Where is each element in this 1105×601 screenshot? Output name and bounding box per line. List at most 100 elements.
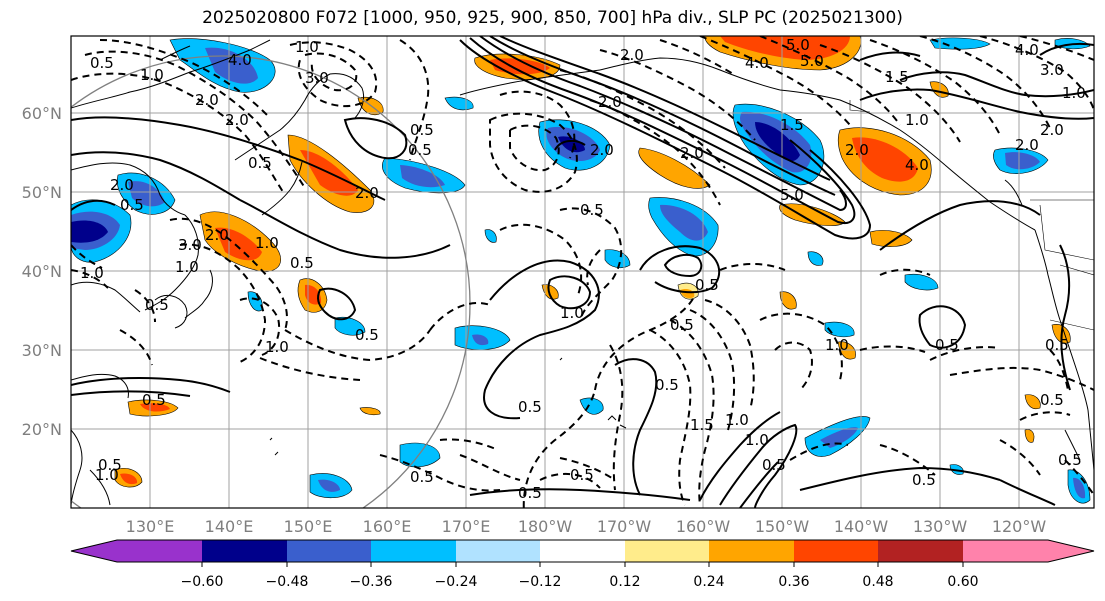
colorbar-tick-label: −0.12 xyxy=(519,574,562,590)
contour-label: 0.5 xyxy=(98,456,122,474)
shade-red xyxy=(215,227,262,261)
shade-blue xyxy=(399,442,441,468)
contour-label: 2.0 xyxy=(590,141,614,159)
contour-label: 0.5 xyxy=(695,276,719,294)
contour-label: 0.5 xyxy=(290,254,314,272)
shade-red xyxy=(140,403,170,412)
contour-label: 0.5 xyxy=(408,141,432,159)
contour-label: 1.0 xyxy=(295,38,319,56)
map-title: 2025020800 F072 [1000, 950, 925, 900, 85… xyxy=(202,8,903,28)
contour-label: 2.0 xyxy=(110,176,134,194)
colorbar-tick-label: 0.60 xyxy=(947,574,978,590)
contour-label: 2.0 xyxy=(620,46,644,64)
contour-label: 1.0 xyxy=(265,338,289,356)
shade-navy xyxy=(755,122,800,162)
shade-darkblue xyxy=(472,334,489,346)
contour-label: 3.0 xyxy=(178,236,202,254)
shade-blue xyxy=(807,251,824,266)
colorbar-tick-label: 0.12 xyxy=(609,574,640,590)
lon-label: 170°W xyxy=(597,517,652,536)
negative-contours xyxy=(71,36,1094,508)
contour-label: 1.0 xyxy=(95,466,119,484)
colorbar-segment xyxy=(794,540,878,562)
shade-red xyxy=(120,473,138,485)
contour-label: 2.0 xyxy=(195,91,219,109)
longitude-labels: 130°E 140°E 150°E 160°E 170°E 180°W 170°… xyxy=(126,517,1047,536)
contour-label: 5.0 xyxy=(800,52,824,70)
contour-label: 2.0 xyxy=(225,111,249,129)
contour-label: 5.0 xyxy=(780,186,804,204)
contour-label: 0.5 xyxy=(410,121,434,139)
colorbar-tick-label: −0.36 xyxy=(350,574,393,590)
colorbar-outline xyxy=(70,539,1095,563)
contour-label: 0.5 xyxy=(518,484,542,502)
contour-label: 1.0 xyxy=(255,234,279,252)
contour-label: 0.5 xyxy=(570,466,594,484)
contour-label: 1.0 xyxy=(825,336,849,354)
contour-label: 0.5 xyxy=(248,154,272,172)
contour-label: 0.5 xyxy=(410,468,434,486)
contour-label: 2.0 xyxy=(205,226,229,244)
graticule xyxy=(71,36,1094,508)
contour-label: 1.5 xyxy=(690,416,714,434)
map-frame xyxy=(70,35,1095,509)
contour-label: 3.0 xyxy=(305,69,329,87)
shade-blue xyxy=(929,37,991,50)
shade-blue xyxy=(484,229,497,243)
shade-red xyxy=(305,284,322,305)
contour-label: 5.0 xyxy=(786,36,810,54)
shade-darkblue xyxy=(128,181,165,207)
shade-blue xyxy=(904,273,939,291)
contour-label: 0.5 xyxy=(655,376,679,394)
contour-label: 0.5 xyxy=(1058,451,1082,469)
colorbar-segment xyxy=(71,540,202,562)
latitude-labels: 60°N 50°N 40°N 30°N 20°N xyxy=(22,104,62,439)
contour-label: 1.5 xyxy=(780,116,804,134)
shade-darkblue xyxy=(318,479,340,492)
shade-red xyxy=(852,137,918,182)
colorbar-segment xyxy=(709,540,794,562)
contour-labels: 1.0 4.0 3.0 2.0 2.0 1.0 0.5 0.5 5.0 4.0 … xyxy=(80,36,1086,502)
contour-label: 1.0 xyxy=(725,411,749,429)
shade-navy xyxy=(558,136,585,153)
shade-darkblue xyxy=(820,427,858,448)
colorbar-tick-label: −0.60 xyxy=(181,574,224,590)
colorbar-tick-label: 0.36 xyxy=(778,574,809,590)
contour-label: 1.0 xyxy=(140,66,164,84)
contour-label: 4.0 xyxy=(745,54,769,72)
lat-label: 20°N xyxy=(22,420,62,439)
contour-label: 1.0 xyxy=(745,431,769,449)
shade-red xyxy=(720,36,850,60)
map-area xyxy=(71,36,1094,508)
contour-label: 1.0 xyxy=(560,304,584,322)
contour-label: 2.0 xyxy=(845,141,869,159)
shade-darkblue xyxy=(1073,477,1086,499)
contour-label: 0.5 xyxy=(670,316,694,334)
contour-label: 2.0 xyxy=(598,93,622,111)
lon-label: 140°W xyxy=(834,517,889,536)
colorbar-segment xyxy=(625,540,709,562)
contour-label: 1.0 xyxy=(80,264,104,282)
colorbar-segment xyxy=(456,540,540,562)
colorbar-tick-label: 0.24 xyxy=(693,574,724,590)
contour-label: 1.0 xyxy=(1062,84,1086,102)
contour-label: 1.0 xyxy=(175,258,199,276)
lon-label: 130°W xyxy=(913,517,968,536)
colorbar-tick-label: 0.48 xyxy=(862,574,893,590)
divergence-shading xyxy=(71,36,1091,504)
lon-label: 170°E xyxy=(442,517,491,536)
shade-orange xyxy=(638,147,711,189)
contour-label: 0.5 xyxy=(1040,391,1064,409)
colorbar-segment xyxy=(963,540,1094,562)
lon-label: 140°E xyxy=(205,517,254,536)
shade-orange xyxy=(1024,429,1035,443)
contour-label: 0.5 xyxy=(912,471,936,489)
colorbar: −0.60 −0.48 −0.36 −0.24 −0.12 0.12 0.24 … xyxy=(70,539,1095,590)
contour-label: 0.5 xyxy=(935,336,959,354)
lon-label: 130°E xyxy=(126,517,175,536)
contour-label: 1.0 xyxy=(905,111,929,129)
contour-label: 4.0 xyxy=(905,156,929,174)
shade-navy xyxy=(71,220,108,243)
shade-orange xyxy=(359,407,381,416)
